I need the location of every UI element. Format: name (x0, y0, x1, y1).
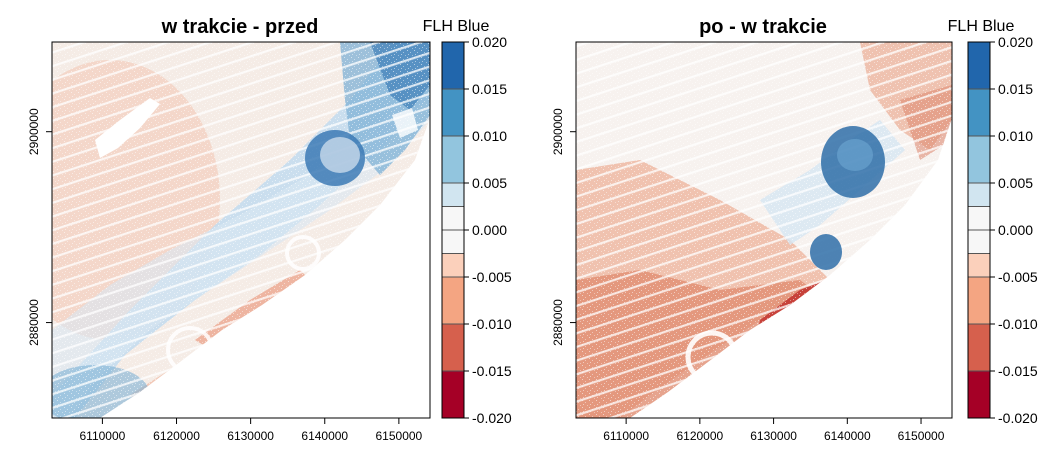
legend-title: FLH Blue (423, 18, 490, 35)
legend-color-bin (968, 371, 990, 418)
panel-po-w-trakcie: po - w trakcie FLH Blue (551, 16, 1038, 443)
legend-label: 0.010 (998, 128, 1033, 144)
x-tick-label: 6130000 (750, 429, 797, 443)
legend-color-bin (442, 183, 464, 207)
legend-label: -0.020 (472, 410, 512, 426)
y-tick-label: 2880000 (551, 299, 565, 346)
feature-white-spot-2 (392, 108, 418, 138)
legend-label: -0.015 (472, 363, 512, 379)
legend-label: 0.000 (998, 222, 1033, 238)
feature-ring-sw (166, 326, 214, 374)
x-tick-label: 6110000 (603, 429, 649, 443)
legend-color-bin (442, 89, 464, 136)
x-tick-label: 6110000 (79, 429, 125, 443)
y-axis: 2880000 2900000 (27, 108, 52, 346)
raster-features (95, 98, 418, 382)
legend-label: 0.020 (472, 34, 507, 50)
legend-color-bin (442, 253, 464, 277)
feature-ring-sw (685, 330, 739, 384)
raster-field (52, 42, 430, 418)
x-tick-label: 6140000 (824, 429, 871, 443)
legend-color-bin (442, 42, 464, 89)
legend-label: -0.015 (998, 363, 1038, 379)
legend-label: 0.010 (472, 128, 507, 144)
legend-label: -0.005 (472, 269, 512, 285)
legend-label: 0.015 (472, 81, 507, 97)
feature-blob-ne-inner (320, 137, 360, 173)
legend-label: -0.010 (472, 316, 512, 332)
x-tick-label: 6120000 (676, 429, 723, 443)
legend: 0.020 0.015 0.010 0.005 0.000 -0.005 -0.010 -0.… (441, 34, 512, 426)
x-tick-label: 6140000 (301, 429, 348, 443)
legend-label: -0.005 (998, 269, 1038, 285)
legend-label: -0.020 (998, 410, 1038, 426)
y-axis: 2880000 2900000 (551, 108, 576, 346)
legend-color-bin (442, 206, 464, 230)
legend-label: 0.020 (998, 34, 1033, 50)
legend-color-bin (442, 324, 464, 371)
panel-w-trakcie-przed: w trakcie - przed FLH Blue (27, 16, 512, 443)
feature-white-spot (230, 346, 250, 382)
plot-frame (575, 41, 953, 419)
legend-color-bin (968, 253, 990, 277)
legend-label: 0.005 (472, 175, 507, 191)
legend-color-bin (968, 206, 990, 230)
legend-color-bin (968, 89, 990, 136)
legend-color-bin (442, 371, 464, 418)
legend-color-bin (442, 136, 464, 183)
legend-label: 0.000 (472, 222, 507, 238)
x-axis: 6110000 6120000 6130000 6140000 6150000 (603, 418, 945, 443)
feature-blob-ne-inner (837, 139, 873, 171)
raster-features (685, 126, 885, 384)
legend-label: 0.015 (998, 81, 1033, 97)
x-axis: 6110000 6120000 6130000 6140000 6150000 (79, 418, 423, 443)
legend-color-bin (968, 136, 990, 183)
legend-color-bin (968, 183, 990, 207)
panel-title: w trakcie - przed (161, 16, 319, 38)
feature-blob-mid (810, 234, 842, 270)
legend-color-bin (968, 230, 990, 254)
y-tick-label: 2900000 (27, 108, 41, 155)
x-tick-label: 6130000 (227, 429, 274, 443)
plot-frame (51, 41, 431, 419)
legend-title: FLH Blue (948, 18, 1015, 35)
x-tick-label: 6120000 (153, 429, 200, 443)
legend-color-bin (442, 230, 464, 254)
x-tick-label: 6150000 (376, 429, 423, 443)
feature-ring-mid (285, 235, 321, 271)
y-tick-label: 2880000 (27, 299, 41, 346)
legend-color-bin (968, 277, 990, 324)
legend-color-bin (968, 42, 990, 89)
feature-white-lake (95, 98, 160, 158)
legend-color-bin (442, 277, 464, 324)
legend-label: -0.010 (998, 316, 1038, 332)
legend: 0.020 0.015 0.010 0.005 0.000 -0.005 -0.010 -0.… (967, 34, 1038, 426)
panel-title: po - w trakcie (699, 16, 827, 38)
y-tick-label: 2900000 (551, 108, 565, 155)
legend-color-bin (968, 324, 990, 371)
x-tick-label: 6150000 (898, 429, 945, 443)
legend-label: 0.005 (998, 175, 1033, 191)
feature-white-spot (755, 338, 782, 382)
